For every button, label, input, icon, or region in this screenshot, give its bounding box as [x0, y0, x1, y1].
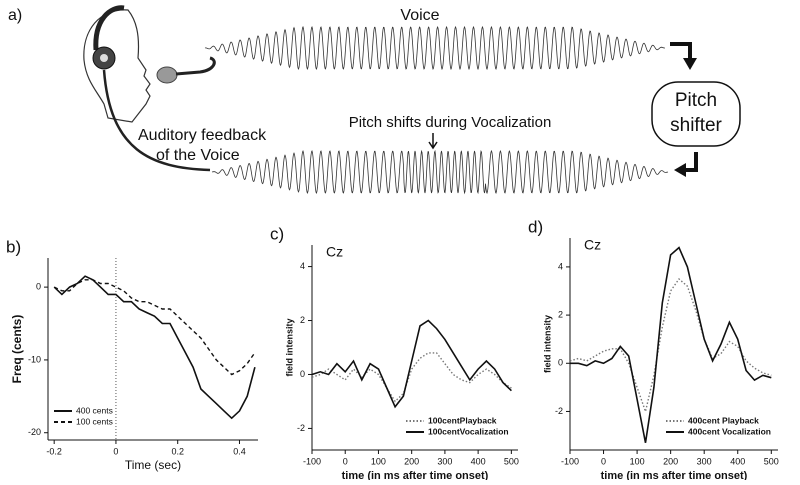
legend-label: 400cent Playback	[688, 415, 759, 425]
x-tick-label: 100	[371, 456, 386, 466]
y-axis-label: Freq (cents)	[10, 315, 24, 384]
shifter-label: Pitch	[675, 90, 717, 111]
x-tick-label: 200	[404, 456, 419, 466]
x-axis-label: time (in ms after time onset)	[601, 470, 748, 480]
arrow-head	[674, 163, 686, 177]
x-tick-label: 100	[630, 456, 645, 466]
annotation: Cz	[584, 237, 601, 253]
x-tick-label: 0.2	[171, 446, 184, 456]
x-tick-label: 0	[113, 446, 118, 456]
y-tick-label: -2	[297, 423, 305, 433]
x-tick-label: 0.4	[233, 446, 246, 456]
feedback-waveform	[211, 149, 669, 195]
x-axis-label: Time (sec)	[125, 458, 181, 472]
y-tick-label: 0	[558, 358, 563, 368]
series-line	[569, 277, 772, 415]
x-tick-label: 400	[471, 456, 486, 466]
microphone	[156, 66, 178, 84]
arrow-head	[683, 58, 697, 70]
shift-arrow	[428, 133, 438, 150]
x-tick-label: 300	[697, 456, 712, 466]
series-line	[311, 319, 512, 409]
panel-label: c)	[270, 224, 284, 243]
y-tick-label: 4	[558, 261, 563, 271]
series-line	[53, 279, 256, 376]
feedback-cable	[102, 69, 211, 172]
headphone-center	[100, 54, 108, 62]
shifter-label: shifter	[670, 115, 722, 136]
x-tick-label: 200	[663, 456, 678, 466]
x-tick-label: -0.2	[46, 446, 62, 456]
voice-label: Voice	[400, 7, 439, 24]
legend-label: 100 cents	[76, 416, 113, 426]
legend-label: 400 cents	[76, 405, 113, 415]
x-tick-label: 0	[601, 456, 606, 466]
series-line	[53, 275, 256, 420]
y-tick-label: -20	[28, 427, 41, 437]
legend-label: 400cent Vocalization	[688, 426, 771, 436]
annotation: Cz	[326, 244, 343, 260]
x-tick-label: 500	[504, 456, 519, 466]
head	[83, 9, 151, 123]
panel-label: a)	[8, 7, 22, 24]
feedback-label: Auditory feedback	[138, 127, 267, 144]
panel-label: d)	[528, 217, 543, 236]
x-tick-label: 400	[730, 456, 745, 466]
y-tick-label: 2	[300, 315, 305, 325]
pitch-shifts-label: Pitch shifts during Vocalization	[349, 114, 552, 131]
x-axis-label: time (in ms after time onset)	[342, 470, 489, 480]
legend-label: 100centVocalization	[428, 426, 509, 436]
arrow	[684, 152, 698, 172]
y-axis-label: field intensity	[284, 318, 294, 376]
legend-label: 100centPlayback	[428, 415, 497, 425]
y-tick-label: -10	[28, 354, 41, 364]
x-tick-label: 300	[437, 456, 452, 466]
arrow	[670, 42, 692, 60]
y-tick-label: 2	[558, 309, 563, 319]
x-tick-label: 0	[343, 456, 348, 466]
y-tick-label: 0	[300, 369, 305, 379]
y-tick-label: -2	[555, 406, 563, 416]
y-tick-label: 4	[300, 261, 305, 271]
x-tick-label: -100	[303, 456, 321, 466]
y-tick-label: 0	[36, 281, 41, 291]
voice-waveform	[204, 25, 665, 71]
x-tick-label: -100	[561, 456, 579, 466]
pitch-shifter-box	[651, 81, 741, 147]
x-tick-label: 500	[764, 456, 779, 466]
mic-cable	[175, 56, 216, 76]
headband	[93, 5, 125, 51]
series-line	[570, 246, 772, 443]
panel-label: b)	[6, 237, 21, 256]
series-line	[311, 352, 512, 403]
feedback-label: of the Voice	[156, 147, 240, 164]
y-axis-label: field intensity	[542, 315, 552, 373]
